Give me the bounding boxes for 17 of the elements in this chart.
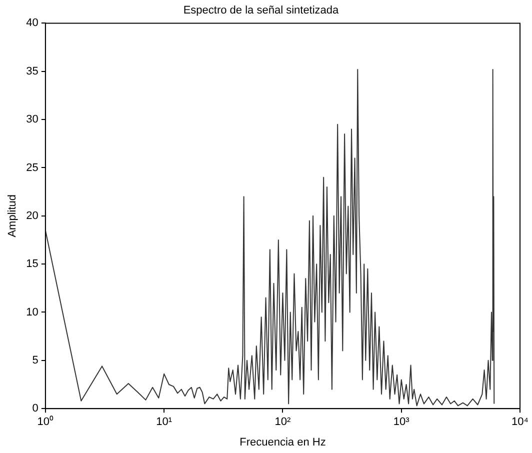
y-tick-label: 0 xyxy=(32,402,38,415)
y-tick-label: 15 xyxy=(26,258,38,270)
y-tick-label: 20 xyxy=(26,210,38,222)
chart-title: Espectro de la señal sintetizada xyxy=(183,4,340,17)
x-tick-label: 10² xyxy=(274,416,291,428)
y-tick-label: 5 xyxy=(32,354,38,366)
y-tick-label: 25 xyxy=(26,162,38,174)
x-axis-title: Frecuencia en Hz xyxy=(240,436,326,448)
x-tick-label: 10³ xyxy=(393,416,410,428)
x-tick-label: 10⁴ xyxy=(512,416,529,428)
x-tick-label: 10⁰ xyxy=(37,415,54,428)
x-tick-label: 10¹ xyxy=(156,416,172,428)
y-tick-label: 10 xyxy=(26,306,38,318)
y-tick-label: 40 xyxy=(26,17,38,30)
y-tick-label: 35 xyxy=(26,65,38,78)
y-tick-label: 30 xyxy=(26,114,38,126)
y-axis-title: Amplitud xyxy=(6,194,19,238)
